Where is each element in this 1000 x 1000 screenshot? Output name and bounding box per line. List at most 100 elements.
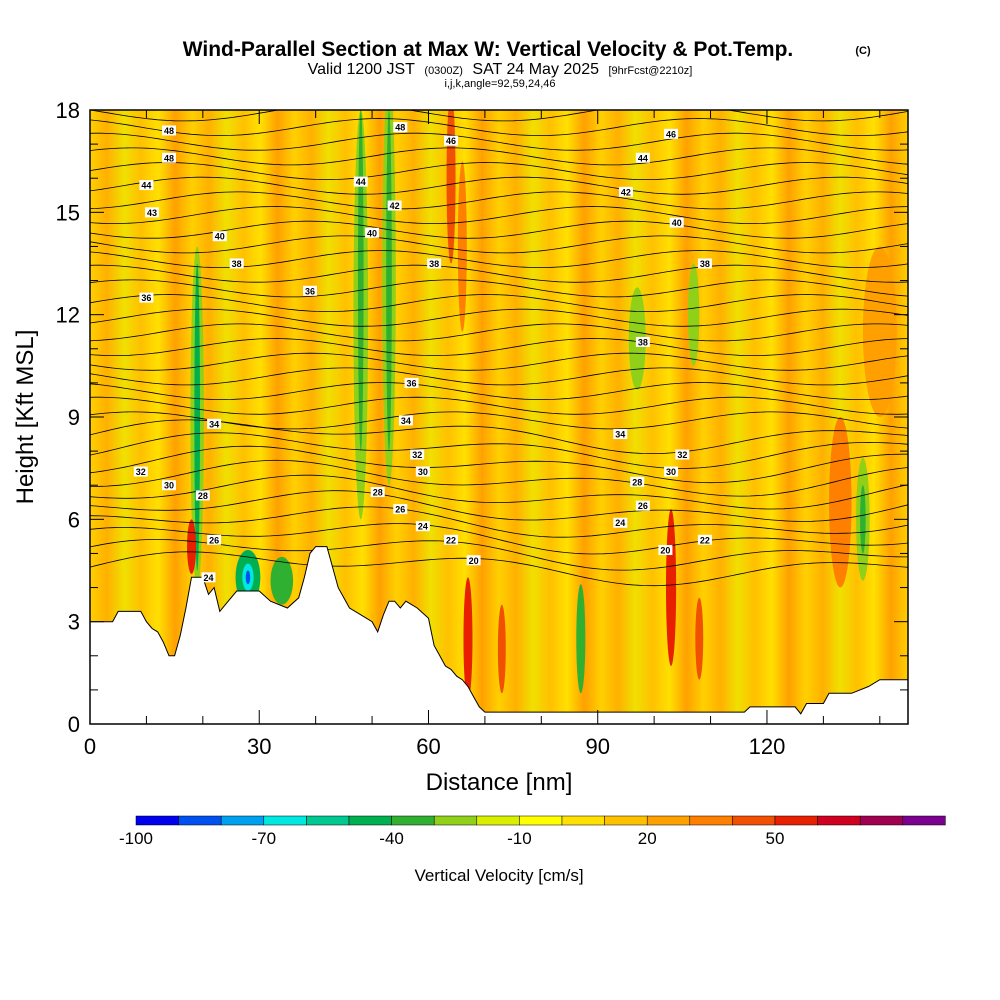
colorbar-tick-label: -100 [119,829,153,848]
theta-contour-line [90,294,908,312]
y-tick-label: 18 [56,98,80,123]
colorbar-swatch [306,815,350,826]
theta-contour-line [90,323,908,342]
contour-label-box [161,152,176,163]
velocity-cell [446,110,456,264]
contour-label: 42 [390,201,400,211]
contour-label: 38 [700,259,710,269]
contour-label-box [404,377,419,388]
colorbar-swatch [476,815,520,826]
contour-label-box [658,545,673,556]
velocity-cell [386,110,392,452]
colorbar [135,815,946,826]
contour-label-box [393,504,408,515]
colorbar-label: Vertical Velocity [cm/s] [414,866,583,885]
contour-label: 40 [215,232,225,242]
contour-label: 36 [305,286,315,296]
y-tick-label: 3 [68,610,80,635]
contour-label-box [195,490,210,501]
contour-label: 26 [395,505,405,515]
contour-label-box [370,487,385,498]
contour-label: 40 [672,218,682,228]
contour-label: 24 [615,518,625,528]
copyright-mark: (C) [855,45,871,57]
contour-label-box [387,200,402,211]
y-tick-labels: 0 3 6 9 12 15 18 [56,98,80,737]
colorbar-swatch [519,815,563,826]
contour-label: 34 [401,416,411,426]
contour-label: 43 [147,208,157,218]
contour-label-box [415,521,430,532]
contour-label: 32 [136,467,146,477]
velocity-cell [497,604,506,694]
contour-label-box [207,534,222,545]
theta-contour-line [90,176,908,195]
contour-label-box [212,231,227,242]
x-axis-label: Distance [nm] [426,769,573,796]
theta-contour-line [90,506,908,538]
velocity-cell [270,556,294,605]
chart-title: Wind-Parallel Section at Max W: Vertical… [183,38,794,61]
contour-label-box [398,415,413,426]
contour-label: 30 [164,481,174,491]
colorbar-tick-label: -70 [252,829,277,848]
contour-label-box [201,572,216,583]
axis-ticks [89,109,908,725]
colorbar-swatch [263,815,307,826]
colorbar-swatch [732,815,776,826]
contour-label: 30 [666,467,676,477]
velocity-cell [665,509,677,667]
contour-label-box [697,258,712,269]
contour-label: 22 [446,535,456,545]
contour-label-box [618,186,633,197]
contour-label-box [444,534,459,545]
contour-label-box [139,180,154,191]
theta-contour-line [90,382,908,400]
contour-label: 32 [677,450,687,460]
contour-label: 20 [469,556,479,566]
theta-contour-line [90,250,908,268]
contour-label: 48 [164,126,174,136]
contour-label-box [139,292,154,303]
y-tick-label: 9 [68,405,80,430]
contour-label: 44 [638,153,648,163]
contour-label: 32 [412,450,422,460]
forecast-info: [9hrFcst@2210z] [608,65,692,77]
y-tick-label: 15 [56,200,80,225]
valid-prefix: Valid 1200 JST [308,61,416,78]
contour-label-box [444,135,459,146]
contour-label-box [669,217,684,228]
contour-label: 30 [418,467,428,477]
contour-label: 48 [164,153,174,163]
contour-label: 40 [367,228,377,238]
theta-contour-line [90,338,908,357]
colorbar-swatch [220,815,265,826]
contour-label-box [427,258,442,269]
theta-contour-line [90,432,908,469]
contour-label: 28 [373,488,383,498]
theta-contour-line [90,264,908,283]
velocity-cell [245,570,251,585]
contour-label-box [664,466,679,477]
colorbar-swatch [689,815,733,826]
theta-contour-line [90,411,908,430]
theta-contour-line [90,551,908,587]
valid-date: SAT 24 May 2025 [472,61,599,78]
y-axis-label: Height [Kft MSL] [12,330,39,505]
contour-label: 44 [356,177,366,187]
velocity-cell [695,597,704,680]
y-tick-label: 6 [68,507,80,532]
contour-label: 26 [209,535,219,545]
x-tick-label: 120 [749,734,786,759]
valid-utc: (0300Z) [424,65,463,77]
theta-contour-line [90,523,908,555]
colorbar-swatch [178,815,222,826]
contour-label-box [664,128,679,139]
colorbar-tick-label: -10 [507,829,532,848]
x-tick-label: 30 [247,734,271,759]
theta-contour-line [90,445,908,484]
contour-label-box [161,480,176,491]
theta-contour-line [90,474,908,510]
contour-label-box [161,125,176,136]
